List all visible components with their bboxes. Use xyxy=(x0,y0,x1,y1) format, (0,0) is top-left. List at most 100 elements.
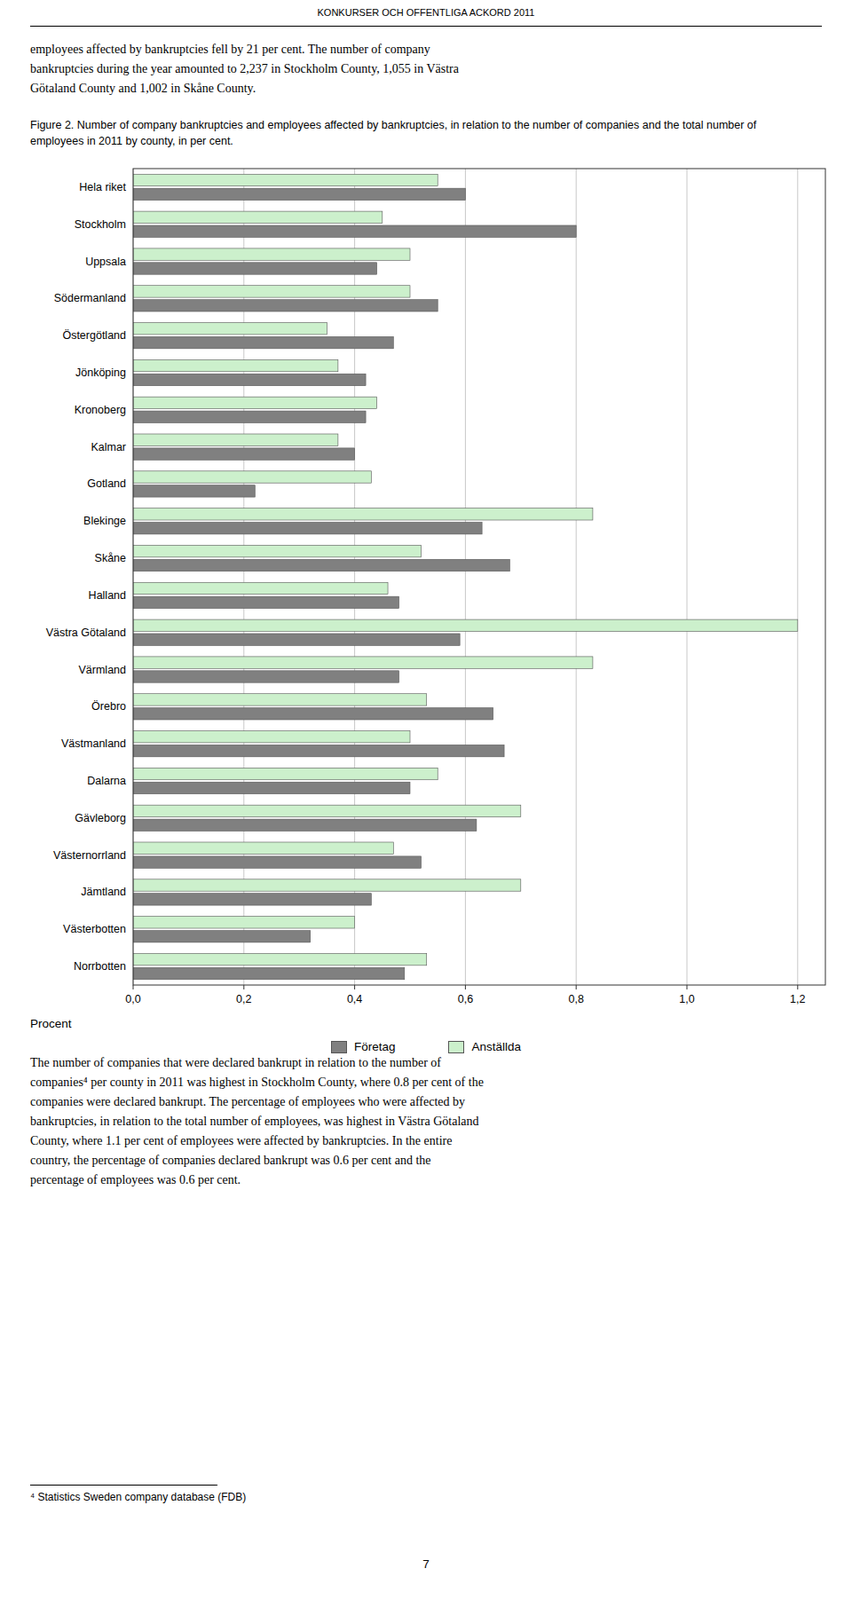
bar xyxy=(133,433,339,446)
bar xyxy=(133,262,378,275)
bar xyxy=(133,781,411,794)
plot-frame xyxy=(133,168,826,986)
paragraph-line: country, the percentage of companies dec… xyxy=(30,1153,432,1168)
category-label: Hela riket xyxy=(78,181,127,194)
paragraph-line: companies were declared bankrupt. The pe… xyxy=(30,1095,466,1110)
category-label: Stockholm xyxy=(74,218,127,231)
tick-label: 0,6 xyxy=(457,993,474,1006)
bar xyxy=(133,694,427,706)
category-label: Gotland xyxy=(86,477,127,490)
bar xyxy=(133,596,400,608)
paragraph-line: percentage of employees was 0.6 per cent… xyxy=(30,1173,241,1188)
bar xyxy=(133,670,400,683)
category-label: Norrbotten xyxy=(73,960,127,973)
bar xyxy=(133,619,798,632)
bar xyxy=(133,508,593,521)
chart: 0,0 0,2 0,4 0,6 0,8 1,0 1,2 Hela riket Stockholm… xyxy=(0,159,852,1039)
category-label: Skåne xyxy=(94,552,127,565)
category-label: Västerbotten xyxy=(63,923,127,936)
grid-line xyxy=(575,168,577,986)
category-label: Dalarna xyxy=(86,774,127,788)
tick-label: 0,2 xyxy=(236,993,252,1006)
paragraph-line: companies⁴ per county in 2011 was highes… xyxy=(30,1075,484,1090)
bar xyxy=(133,410,366,423)
footnote: ⁴ Statistics Sweden company database (FD… xyxy=(30,1491,246,1504)
bar xyxy=(133,731,411,743)
tick-label: 1,0 xyxy=(678,993,695,1006)
category-label: Jönköping xyxy=(75,366,127,379)
category-label: Uppsala xyxy=(85,255,127,269)
bar xyxy=(133,953,427,965)
category-label: Blekinge xyxy=(83,514,127,528)
tick-label: 0,0 xyxy=(125,993,141,1006)
legend-item: Anställda xyxy=(448,1040,521,1054)
header-rule xyxy=(30,25,822,27)
bar xyxy=(133,285,411,298)
bar xyxy=(133,396,378,409)
bar xyxy=(133,708,494,720)
category-label: Jämtland xyxy=(80,885,127,899)
bar xyxy=(133,544,421,557)
grid-line xyxy=(686,168,688,986)
category-label: Östergötland xyxy=(62,329,127,342)
bar xyxy=(133,211,383,223)
bar xyxy=(133,767,438,780)
tick-mark xyxy=(796,985,798,990)
bar xyxy=(133,448,355,460)
legend: Företag Anställda xyxy=(0,1040,852,1054)
legend-item: Företag xyxy=(331,1040,396,1054)
category-label: Södermanland xyxy=(54,291,127,305)
category-label: Örebro xyxy=(91,700,127,713)
bar xyxy=(133,485,255,497)
bar xyxy=(133,173,438,186)
chart-title: Figure 2. Number of company bankruptcies… xyxy=(30,117,812,150)
footnote-rule xyxy=(30,1484,218,1486)
tick-mark xyxy=(575,985,577,990)
bar xyxy=(133,188,466,200)
category-label: Värmland xyxy=(78,663,127,677)
category-label: Halland xyxy=(88,589,127,602)
bar xyxy=(133,336,394,348)
legend-label: Företag xyxy=(354,1040,396,1054)
legend-swatch xyxy=(448,1041,465,1054)
page-header: KONKURSER OCH OFFENTLIGA ACKORD 2011 xyxy=(0,7,852,18)
paragraph-line: employees affected by bankruptcies fell … xyxy=(30,42,431,57)
tick-label: 0,8 xyxy=(568,993,584,1006)
bar xyxy=(133,819,477,831)
tick-mark xyxy=(133,985,135,990)
bar xyxy=(133,856,421,868)
paragraph-line: Götaland County and 1,002 in Skåne Count… xyxy=(30,81,256,96)
paragraph-line: County, where 1.1 per cent of employees … xyxy=(30,1134,452,1149)
paragraph-line: bankruptcies during the year amounted to… xyxy=(30,62,459,77)
page-number: 7 xyxy=(0,1557,852,1571)
bar xyxy=(133,656,593,669)
tick-label: 1,2 xyxy=(789,993,805,1006)
category-label: Kronoberg xyxy=(74,403,127,417)
tick-mark xyxy=(243,985,245,990)
bar xyxy=(133,893,371,906)
bar xyxy=(133,842,394,854)
category-label: Gävleborg xyxy=(74,812,127,825)
bar xyxy=(133,373,366,386)
tick-mark xyxy=(354,985,355,990)
axis-label: Procent xyxy=(30,1017,72,1031)
bar xyxy=(133,522,482,535)
grid-line xyxy=(796,168,798,986)
bar xyxy=(133,248,411,261)
bar xyxy=(133,633,460,646)
bar xyxy=(133,879,521,892)
bar xyxy=(133,804,521,817)
bars xyxy=(133,173,798,979)
category-label: Västmanland xyxy=(61,737,127,750)
grid-line xyxy=(465,168,466,986)
category-label: Kalmar xyxy=(90,441,127,454)
bar xyxy=(133,559,510,571)
legend-label: Anställda xyxy=(471,1040,521,1054)
bar xyxy=(133,916,355,929)
bar xyxy=(133,225,576,237)
paragraph-line: The number of companies that were declar… xyxy=(30,1056,442,1071)
category-label: Västernorrland xyxy=(53,849,127,862)
tick-label: 0,4 xyxy=(347,993,363,1006)
tick-mark xyxy=(465,985,466,990)
bar xyxy=(133,323,327,335)
